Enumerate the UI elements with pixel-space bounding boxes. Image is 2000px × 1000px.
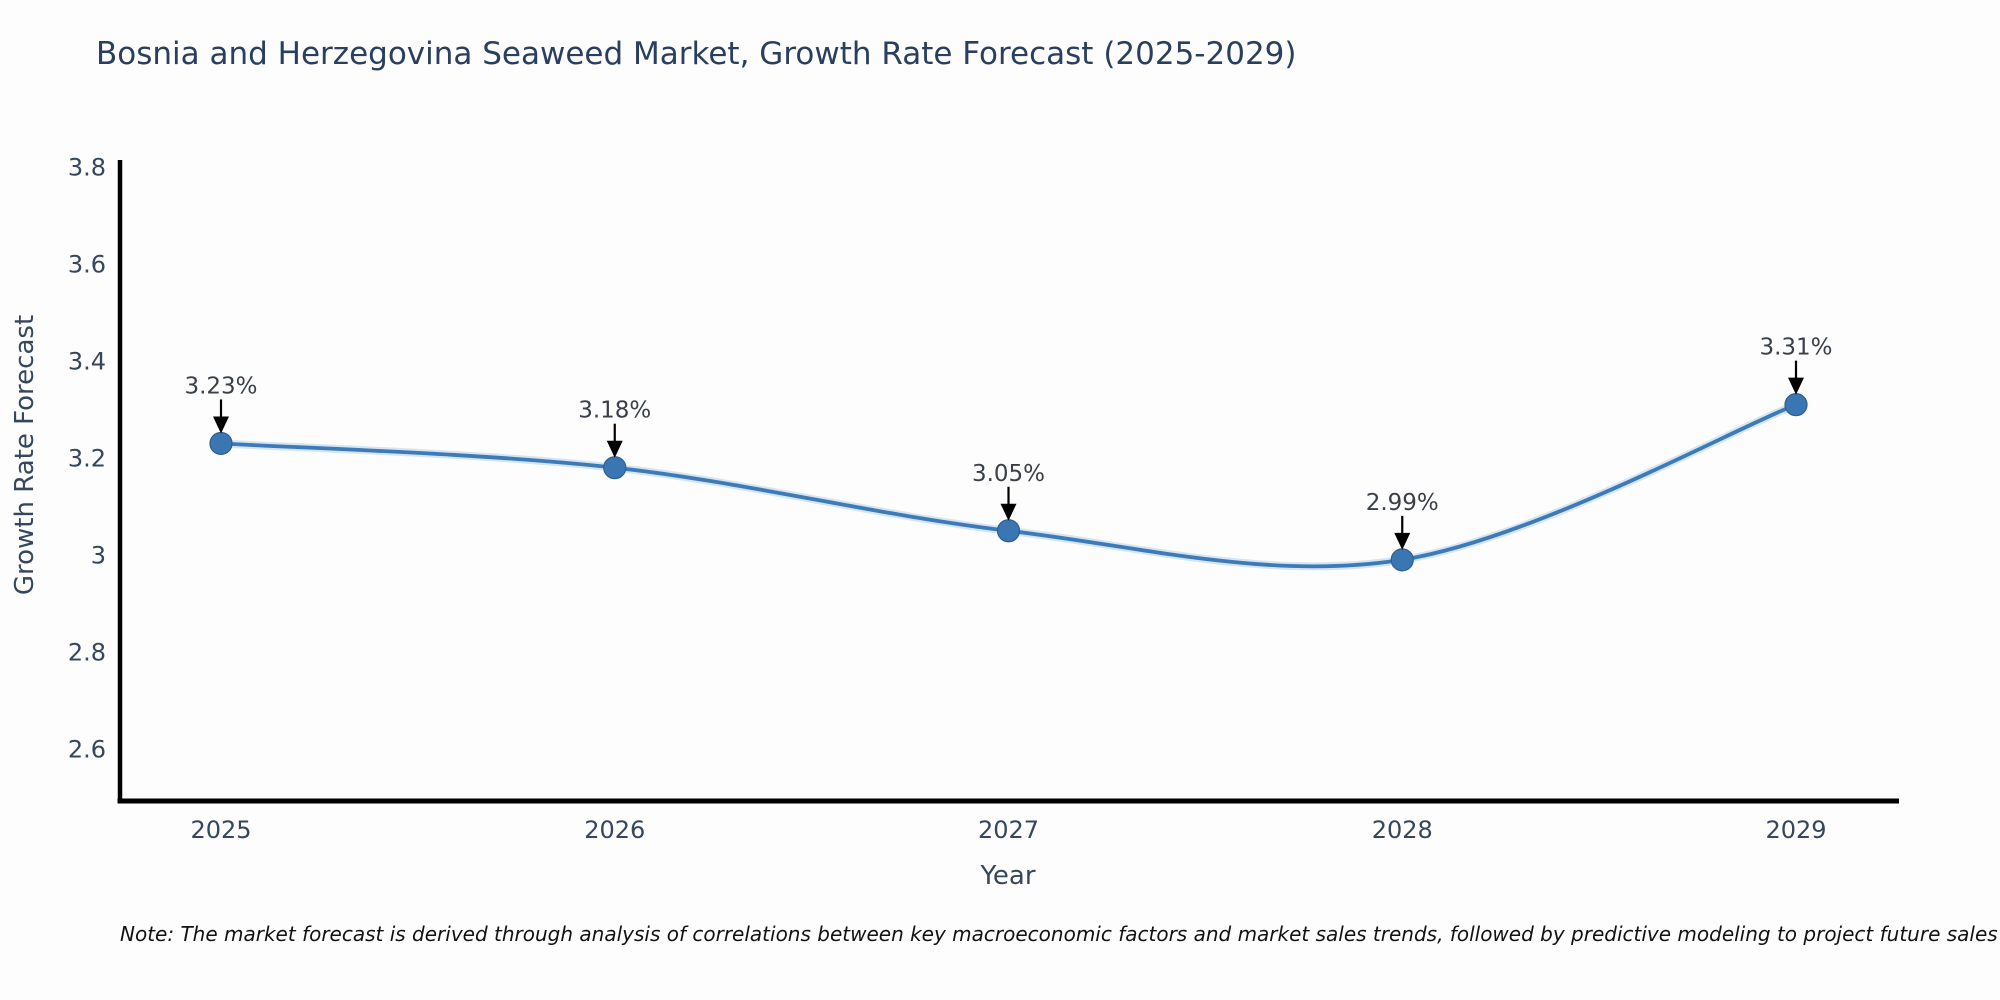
x-tick-label: 2029	[1765, 816, 1826, 844]
x-axis-title: Year	[980, 861, 1036, 891]
y-tick-label: 2.8	[68, 639, 106, 667]
data-point-marker-2026	[603, 456, 627, 480]
footnote: Note: The market forecast is derived thr…	[120, 922, 1998, 946]
annotation-arrow-head	[606, 440, 623, 458]
annotation-arrow-head	[1000, 503, 1017, 521]
annotation-arrow-head	[213, 416, 229, 434]
data-point-marker-2028	[1390, 548, 1414, 572]
point-annotation: 2.99%	[1366, 490, 1439, 516]
chart-title: Bosnia and Herzegovina Seaweed Market, G…	[96, 36, 1297, 72]
data-point-marker-2027	[996, 519, 1021, 543]
point-annotation: 3.31%	[1759, 335, 1832, 361]
point-annotation: 3.05%	[972, 461, 1045, 487]
point-annotation: 3.18%	[578, 398, 651, 424]
y-tick-label: 3.8	[68, 154, 106, 182]
x-tick-label: 2027	[978, 816, 1039, 844]
x-tick-label: 2026	[584, 816, 645, 844]
y-tick-label: 2.6	[68, 736, 106, 764]
x-tick-label: 2025	[190, 816, 251, 844]
y-tick-label: 3.2	[68, 445, 106, 473]
x-tick-label: 2028	[1372, 816, 1433, 844]
data-point-marker-2029	[1784, 393, 1808, 417]
annotation-arrow-head	[1394, 532, 1411, 550]
point-annotation: 3.23%	[184, 373, 257, 399]
y-tick-label: 3.6	[68, 251, 106, 279]
annotation-arrow-head	[1788, 377, 1804, 395]
data-point-marker-2025	[209, 431, 233, 456]
y-tick-label: 3.4	[68, 348, 106, 376]
y-tick-label: 3	[91, 542, 106, 570]
